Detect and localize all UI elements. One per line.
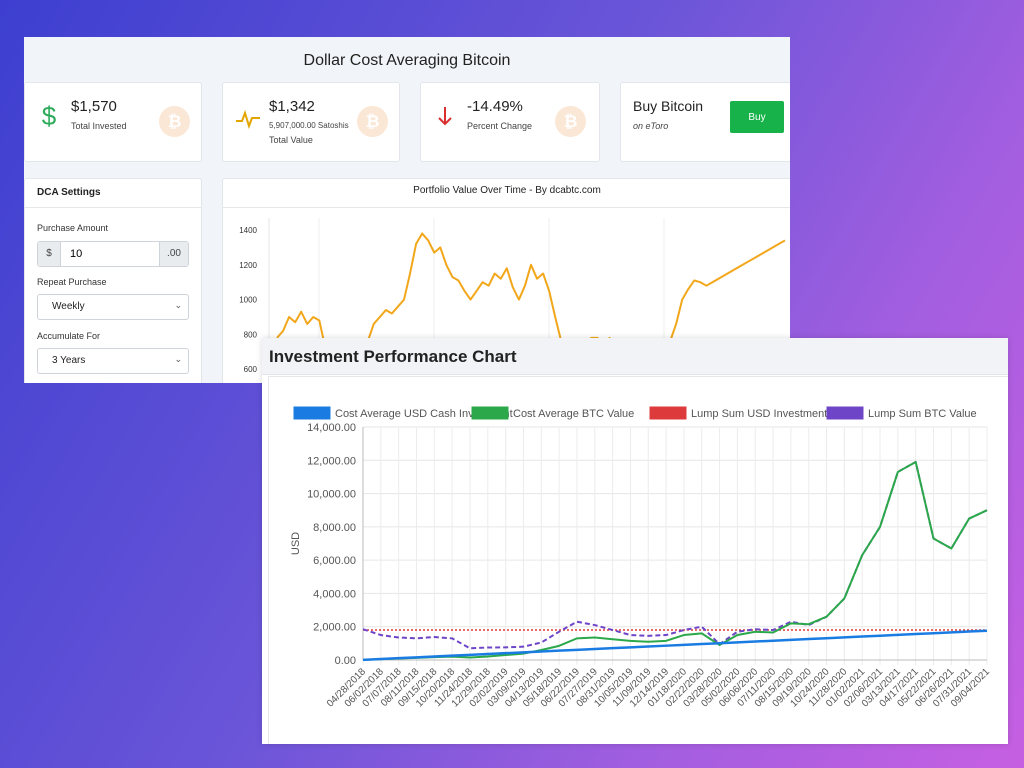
total-invested-label: Total Invested	[71, 121, 127, 131]
bitcoin-icon: ₿	[159, 106, 190, 137]
purchase-amount-group: $ .00	[37, 241, 189, 267]
currency-suffix: .00	[159, 242, 188, 266]
y-axis-title: USD	[290, 532, 302, 555]
percent-change-card: -14.49% Percent Change ₿	[420, 82, 600, 162]
dollar-icon: $	[39, 101, 59, 136]
perf-header: Investment Performance Chart	[262, 338, 1008, 375]
accumulate-for-value: 3 Years	[52, 355, 86, 366]
purchase-amount-label: Purchase Amount	[37, 223, 109, 233]
y-tick-label: 10,000.00	[307, 489, 356, 501]
y-tick-label: 600	[244, 365, 258, 374]
settings-title: DCA Settings	[37, 187, 101, 198]
chevron-down-icon: ⌄	[174, 354, 182, 364]
y-tick-label: 12,000.00	[307, 455, 356, 467]
y-tick-label: 1000	[239, 296, 257, 305]
series-line-cost-average-btc-value	[362, 460, 988, 661]
legend-label: Cost Average USD Cash Investment	[335, 408, 513, 420]
bitcoin-icon: ₿	[555, 106, 586, 137]
investment-performance-chart: Cost Average USD Cash Investment Cost Ave…	[290, 406, 992, 710]
total-value-label: Total Value	[269, 135, 313, 145]
y-tick-label: 0.00	[335, 655, 356, 667]
legend-swatch	[471, 406, 509, 420]
bitcoin-icon: ₿	[357, 106, 388, 137]
satoshis-text: 5,907,000.00 Satoshis	[269, 121, 349, 130]
repeat-purchase-value: Weekly	[52, 301, 85, 312]
divider	[25, 207, 201, 208]
y-tick-label: 800	[244, 330, 258, 339]
y-tick-label: 14,000.00	[307, 422, 356, 434]
total-value-card: $1,342 5,907,000.00 Satoshis Total Value…	[222, 82, 400, 162]
page-title: Dollar Cost Averaging Bitcoin	[303, 52, 511, 69]
y-tick-label: 4,000.00	[313, 588, 356, 600]
divider	[223, 207, 790, 208]
series-line-lump-sum-btc-value	[362, 460, 988, 650]
accumulate-for-label: Accumulate For	[37, 331, 101, 341]
y-tick-label: 6,000.00	[313, 555, 356, 567]
svg-text:$: $	[42, 101, 57, 131]
legend-label: Lump Sum USD Investment	[691, 408, 827, 420]
investment-performance-window: Investment Performance Chart Cost Averag…	[262, 338, 1008, 744]
perf-chart-title: Investment Performance Chart	[269, 347, 517, 366]
legend-swatch	[649, 406, 687, 420]
dca-settings-card: DCA Settings Purchase Amount $ .00 Repea…	[24, 178, 202, 383]
legend-label: Cost Average BTC Value	[513, 408, 634, 420]
dca-window: Dollar Cost Averaging Bitcoin $ $1,570 T…	[24, 37, 790, 383]
percent-change-value: -14.49%	[467, 98, 523, 115]
currency-prefix: $	[38, 242, 61, 266]
pulse-icon	[235, 109, 261, 134]
y-tick-label: 1400	[239, 226, 257, 235]
legend-swatch	[826, 406, 864, 420]
portfolio-chart-title: Portfolio Value Over Time - By dcabtc.co…	[413, 185, 601, 196]
legend-swatch	[293, 406, 331, 420]
repeat-purchase-label: Repeat Purchase	[37, 277, 107, 287]
buy-bitcoin-title: Buy Bitcoin	[633, 98, 704, 114]
legend-label: Lump Sum BTC Value	[868, 408, 977, 420]
accumulate-for-select[interactable]: 3 Years ⌄	[37, 348, 189, 374]
y-tick-label: 8,000.00	[313, 522, 356, 534]
percent-change-label: Percent Change	[467, 121, 533, 131]
repeat-purchase-select[interactable]: Weekly ⌄	[37, 294, 189, 320]
series-line-cost-average-usd-cash-investment	[362, 629, 988, 662]
y-tick-label: 1200	[239, 261, 257, 270]
buy-provider: on eToro	[633, 121, 669, 131]
chevron-down-icon: ⌄	[174, 300, 182, 310]
total-value-value: $1,342	[269, 98, 315, 115]
y-tick-label: 2,000.00	[313, 622, 356, 634]
total-invested-card: $ $1,570 Total Invested ₿	[24, 82, 202, 162]
total-invested-value: $1,570	[71, 98, 117, 115]
purchase-amount-input[interactable]	[62, 242, 168, 266]
perf-chart-panel: Cost Average USD Cash Investment Cost Ave…	[268, 376, 1008, 744]
buy-button[interactable]: Buy	[730, 101, 784, 133]
arrow-down-icon	[437, 105, 453, 132]
